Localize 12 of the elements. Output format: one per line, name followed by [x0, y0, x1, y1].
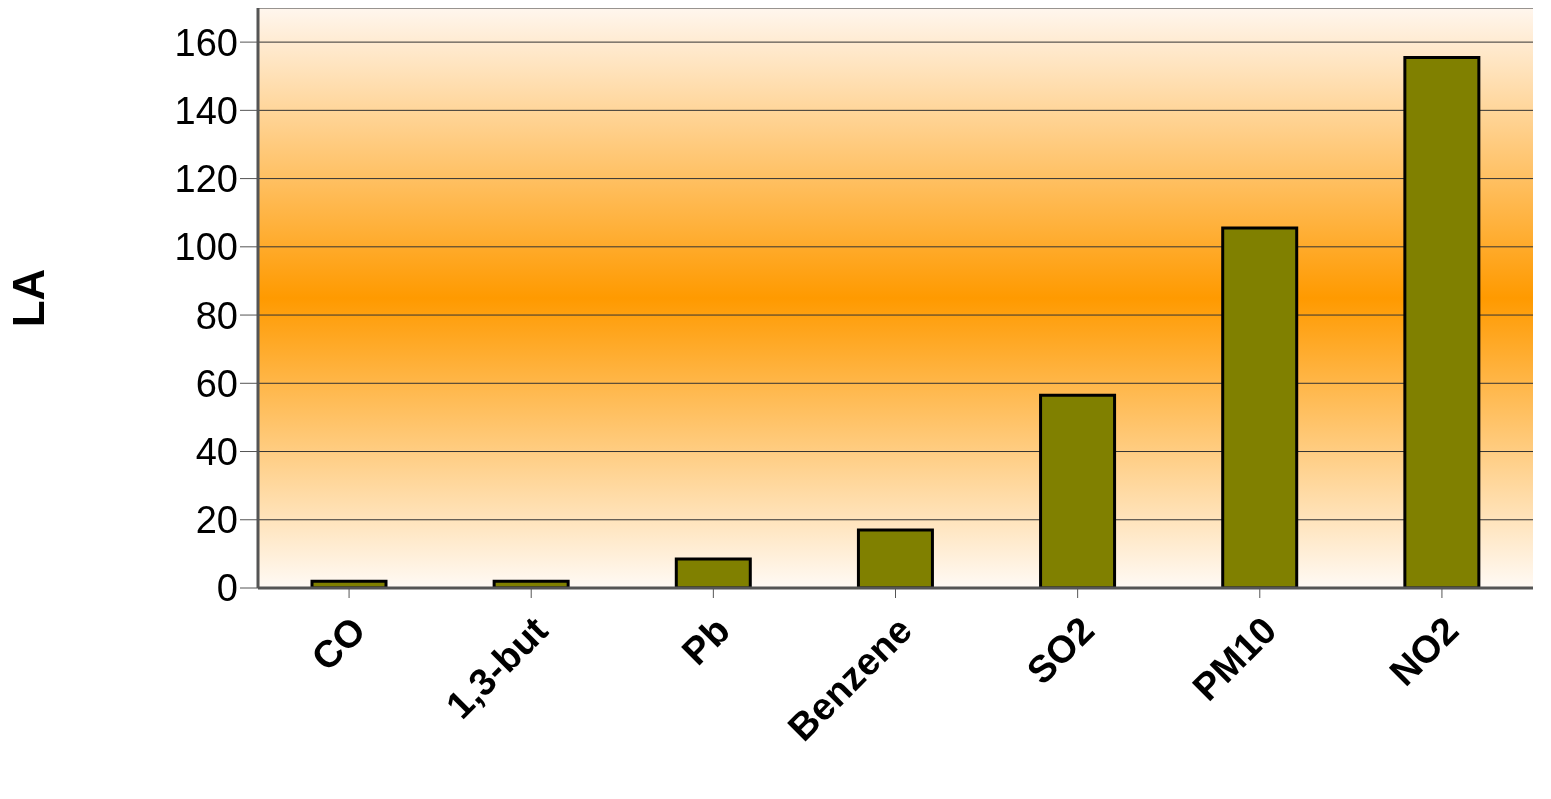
y-tick-label: 40 [195, 431, 238, 474]
y-tick-label: 60 [195, 362, 238, 405]
y-tick-label: 140 [174, 89, 238, 132]
y-tick-label: 120 [174, 158, 238, 201]
y-tick-label: 0 [216, 567, 238, 610]
y-axis-title: LA [3, 268, 53, 328]
y-tick-label: 160 [174, 21, 238, 64]
x-tick-label: Pb [673, 608, 738, 673]
x-tick-label: CO [303, 608, 374, 679]
y-tick-label: 80 [195, 294, 238, 337]
y-tick-label: 100 [174, 226, 238, 269]
y-tick-label: 20 [195, 499, 238, 542]
